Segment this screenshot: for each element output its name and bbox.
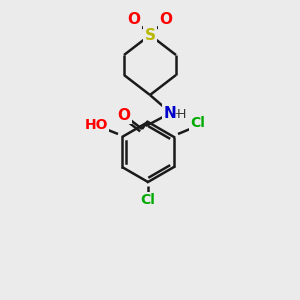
Text: H: H	[176, 107, 186, 121]
Text: O: O	[160, 13, 172, 28]
Text: O: O	[118, 107, 130, 122]
Text: O: O	[128, 13, 140, 28]
Text: –: –	[175, 108, 179, 118]
Text: Cl: Cl	[141, 193, 155, 207]
Text: N: N	[164, 106, 176, 121]
Text: HO: HO	[84, 118, 108, 132]
Text: S: S	[145, 28, 155, 43]
Text: Cl: Cl	[190, 116, 206, 130]
